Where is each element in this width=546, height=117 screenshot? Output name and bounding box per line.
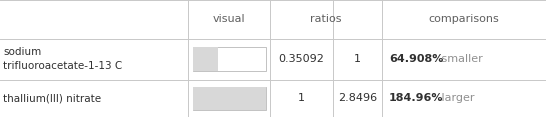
- Text: larger: larger: [438, 93, 474, 103]
- Text: 0.35092: 0.35092: [278, 54, 325, 64]
- Bar: [193, 87, 266, 110]
- Text: ratios: ratios: [311, 14, 342, 24]
- Text: 184.96%: 184.96%: [389, 93, 443, 103]
- Bar: [193, 87, 266, 110]
- Text: 1: 1: [298, 93, 305, 103]
- Text: 2.8496: 2.8496: [338, 93, 377, 103]
- Text: smaller: smaller: [438, 54, 483, 64]
- Text: sodium
trifluoroacetate-1-13 C: sodium trifluoroacetate-1-13 C: [3, 48, 122, 71]
- Text: 64.908%: 64.908%: [389, 54, 443, 64]
- Text: comparisons: comparisons: [429, 14, 500, 24]
- Bar: [193, 47, 266, 71]
- Text: 1: 1: [354, 54, 361, 64]
- Text: visual: visual: [213, 14, 246, 24]
- Text: thallium(III) nitrate: thallium(III) nitrate: [3, 93, 102, 103]
- Bar: [193, 47, 218, 71]
